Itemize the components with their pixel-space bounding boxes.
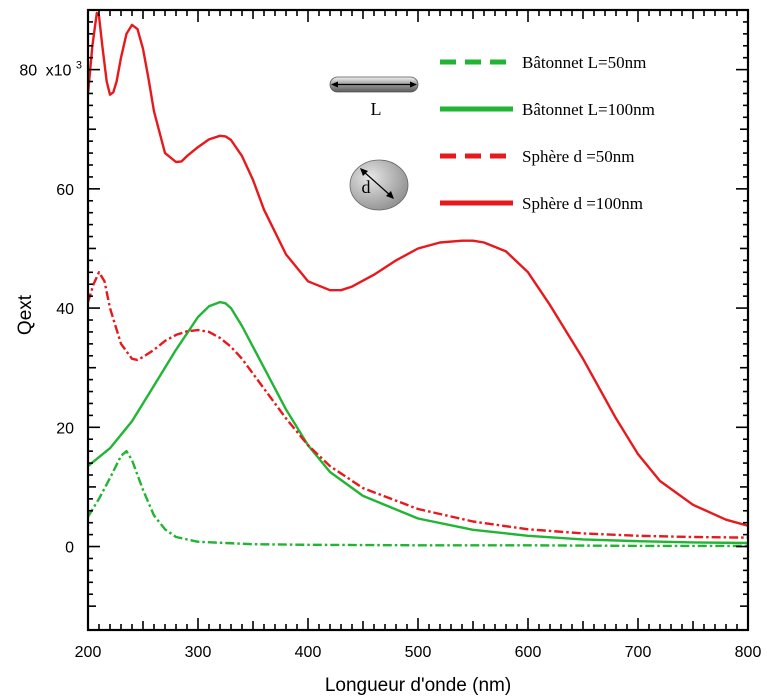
y-tick-label: 0 [65,540,74,557]
x-tick-label: 300 [185,644,212,661]
x-tick-label: 700 [625,644,652,661]
y-axis-title: Qext [15,294,36,335]
y-tick-label: 20 [56,420,74,437]
series-line-batonnet-l-50nm [88,450,748,548]
x-tick-label: 600 [515,644,542,661]
sphere-diameter-label: d [362,177,371,197]
series-layer [88,11,748,548]
legend-label-batonnet-l-50nm: Bâtonnet L=50nm [522,53,646,72]
rod-length-label: L [371,99,382,119]
y-axis-multiplier: 80 x10 3 [19,60,82,80]
y-axis-multiplier-exp: 3 [76,60,82,72]
legend-label-batonnet-l-100nm: Bâtonnet L=100nm [522,100,655,119]
x-tick-label: 800 [735,644,762,661]
x-axis-title: Longueur d'onde (nm) [325,675,511,696]
y-tick-label: 60 [56,182,74,199]
legend: Bâtonnet L=50nm Bâtonnet L=100nm Sphère d … [440,53,655,213]
axes: 200 300 400 500 600 700 800 0 20 40 60 [56,8,762,661]
legend-label-sphere-d-50nm: Sphère d =50nm [522,147,635,166]
legend-label-sphere-d-100nm: Sphère d =100nm [522,194,643,213]
x-tick-label: 400 [295,644,322,661]
y-axis-top-tick: 80 [19,63,37,80]
rod-illustration: L [329,76,419,119]
inset-illustration: L d [329,76,419,211]
x-tick-label: 200 [75,644,102,661]
x-tick-label: 500 [405,644,432,661]
series-line-sphere-d-50nm [88,271,748,539]
y-axis-multiplier-base: x10 [46,63,72,80]
series-line-batonnet-l-100nm [88,300,748,545]
series-line-sphere-d-100nm [88,11,748,527]
y-tick-label: 40 [56,301,74,318]
sphere-illustration: d [349,159,409,211]
